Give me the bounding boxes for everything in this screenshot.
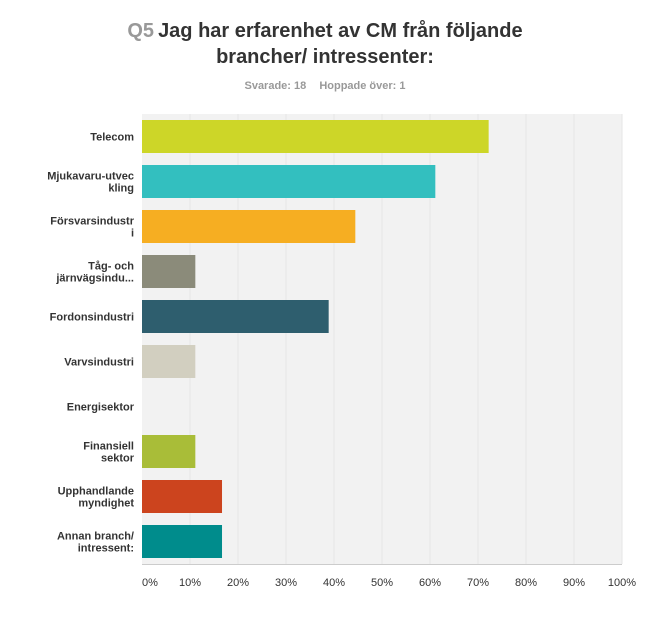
category-label: Annan branch/ [57,531,134,543]
x-tick-label: 30% [275,577,297,589]
x-tick-label: 20% [227,577,249,589]
bar [142,480,223,513]
category-label: Finansiell [83,441,134,453]
x-tick-label: 100% [608,577,636,589]
bar [142,165,436,198]
category-label: sektor [101,453,135,465]
title-text-1: Jag har erfarenhet av CM från följande [158,20,523,42]
x-tick-label: 70% [467,577,489,589]
question-number: Q5 [127,20,155,42]
x-tick-label: 60% [419,577,441,589]
category-label: myndighet [78,498,134,510]
category-label: Energisektor [67,402,135,414]
category-label: intressent: [78,543,134,555]
bar [142,435,196,468]
chart-title: Q5 Jag har erfarenhet av CM från följande… [0,18,650,70]
category-label: Mjukavaru-utvec [47,171,134,183]
bar [142,120,489,153]
skipped-count: Hoppade över: 1 [319,80,406,92]
category-label: i [131,228,134,240]
x-tick-label: 10% [179,577,201,589]
category-label: Försvarsindustr [50,216,134,228]
category-label: kling [108,183,134,195]
x-tick-label: 0% [142,577,158,589]
category-label: Fordonsindustri [50,312,134,324]
bar [142,525,223,558]
title-line-1: Q5 Jag har erfarenhet av CM från följande [0,18,650,44]
x-tick-label: 80% [515,577,537,589]
title-line-2: brancher/ intressenter: [216,46,434,68]
category-label: Tåg- och [88,261,134,273]
x-tick-label: 50% [371,577,393,589]
category-label: Upphandlande [58,486,134,498]
response-stats: Svarade: 18 Hoppade över: 1 [0,80,650,92]
category-label: Varvsindustri [64,357,134,369]
bar [142,345,196,378]
x-tick-label: 40% [323,577,345,589]
x-tick-label: 90% [563,577,585,589]
answered-count: Svarade: 18 [244,80,307,92]
bar [142,210,356,243]
bar [142,300,329,333]
category-label: Telecom [90,132,134,144]
category-label: järnvägsindu... [55,273,134,285]
bar [142,255,196,288]
